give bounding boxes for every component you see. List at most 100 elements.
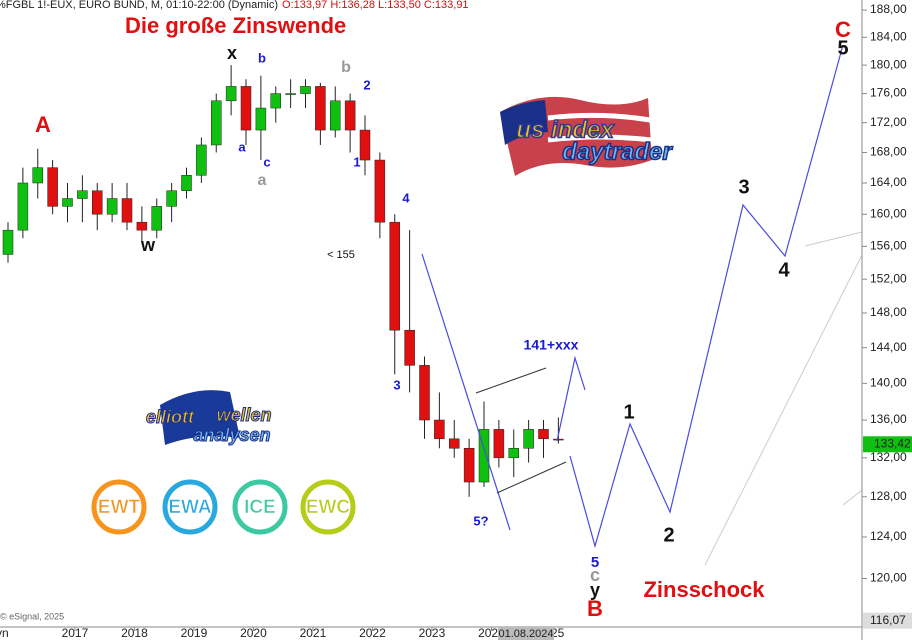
x-tick-label: 2018 (121, 626, 148, 640)
ohlc-info: O:133,97 H:136,28 L:133,50 C:133,91 (282, 0, 469, 11)
x-tick-label: 2020 (240, 626, 267, 640)
annotation: a (238, 139, 246, 154)
annotation: 5 (591, 554, 599, 571)
flag-stripes (547, 112, 652, 143)
candle-body (538, 429, 549, 440)
trend-lines (704, 231, 863, 566)
channel-line (475, 367, 547, 394)
candle-body (211, 100, 222, 146)
annotation: y (590, 580, 600, 600)
last-price-box (863, 436, 912, 453)
trend-line (704, 254, 863, 566)
y-tick-label: 120,00 (870, 571, 907, 585)
x-tick-label: 2017 (62, 626, 89, 640)
y-tick-label: 156,00 (870, 238, 907, 252)
header: %FGBL 1!-EUX, EURO BUND, M, 01:10-22:00 … (0, 0, 469, 11)
x-tick-label: 2022 (359, 626, 386, 640)
annotation: 1 (353, 154, 360, 169)
badge-text: EWA (168, 497, 212, 518)
candle-body (151, 206, 162, 231)
y-tick-label: 148,00 (870, 305, 907, 319)
badge-text: ICE (244, 497, 276, 518)
y-tick-label: 180,00 (870, 57, 907, 71)
wave-line (569, 44, 844, 549)
annotation: w (140, 235, 156, 255)
y-tick-label: 176,00 (870, 86, 907, 100)
candle-body (270, 93, 281, 109)
y-tick-label: 136,00 (870, 412, 907, 426)
candle-body (553, 438, 564, 441)
annotation: 1 (623, 401, 634, 423)
annotation: 141+xxx (524, 337, 579, 353)
logo-text: analysen (193, 425, 270, 445)
candle-body (2, 229, 14, 255)
annotation: 4 (402, 190, 410, 205)
annotation: b (341, 59, 351, 76)
annotation: a (258, 172, 267, 189)
candle-body (344, 100, 356, 131)
y-tick-label: 124,00 (870, 529, 907, 543)
y-tick-label: 144,00 (870, 340, 907, 354)
candle-body (419, 365, 430, 421)
credit: © eSignal, 2025 (0, 611, 64, 621)
annotation: b (258, 50, 266, 65)
cursor-date: 01.08.2024 (498, 628, 553, 640)
annotation: c (263, 154, 270, 169)
annotation: 5? (473, 513, 488, 528)
channel-lines (475, 367, 567, 494)
last-price-label: 133,42 (874, 436, 911, 450)
eu-flag (160, 390, 240, 445)
y-tick-label: 160,00 (870, 206, 907, 220)
overlay: 133,42 116,07 01.08.2024 (498, 436, 912, 640)
candle-body (136, 221, 148, 231)
candle-body (285, 93, 296, 95)
candle-body (181, 175, 192, 191)
candle-body (330, 100, 341, 131)
trend-line (804, 231, 863, 247)
y-tick-label: 132,00 (870, 450, 907, 464)
low-marker-label: 116,07 (870, 613, 906, 627)
badge-ring (300, 479, 356, 535)
candle-body (389, 221, 400, 331)
badges: EWT EWA ICE EWC (91, 479, 356, 535)
candle-body (121, 198, 133, 223)
candle-body (240, 86, 252, 131)
candle-body (508, 448, 519, 459)
wave-line (421, 253, 511, 531)
candle-body (32, 167, 43, 184)
x-tick-label: 2023 (419, 626, 446, 640)
symbol-info: %FGBL 1!-EUX, EURO BUND, M, 01:10-22:00 … (0, 0, 278, 11)
candle-body (62, 198, 73, 207)
logo-text: wellen (216, 405, 271, 425)
y-tick-label: 164,00 (870, 175, 907, 189)
badge-ring (162, 479, 218, 535)
candle-body (315, 86, 326, 131)
annotation: 4 (778, 259, 790, 281)
corner-text: yn (0, 626, 9, 640)
candle-body (478, 429, 490, 483)
candle-body (359, 129, 371, 161)
annotation: A (35, 112, 51, 137)
logo-text: daytrader (562, 138, 673, 165)
candle-body (493, 429, 505, 459)
candle-body (166, 190, 177, 207)
flag-stars (500, 100, 548, 145)
elliott-logo: elliott wellen analysen (146, 390, 272, 445)
cursor-date-box (498, 627, 554, 640)
candle-body (300, 86, 311, 94)
x-tick-label: 2021 (300, 626, 327, 640)
y-tick-label: 188,00 (870, 2, 907, 16)
annotation: < 155 (327, 249, 355, 261)
annotation: B (587, 596, 603, 621)
channel-line (496, 461, 567, 494)
badge-ring (91, 479, 147, 535)
wave-line (556, 355, 586, 442)
candle-body (374, 159, 386, 223)
y-tick-label: 152,00 (870, 271, 907, 285)
annotation: 3 (393, 377, 400, 392)
badge-ring (232, 479, 288, 535)
